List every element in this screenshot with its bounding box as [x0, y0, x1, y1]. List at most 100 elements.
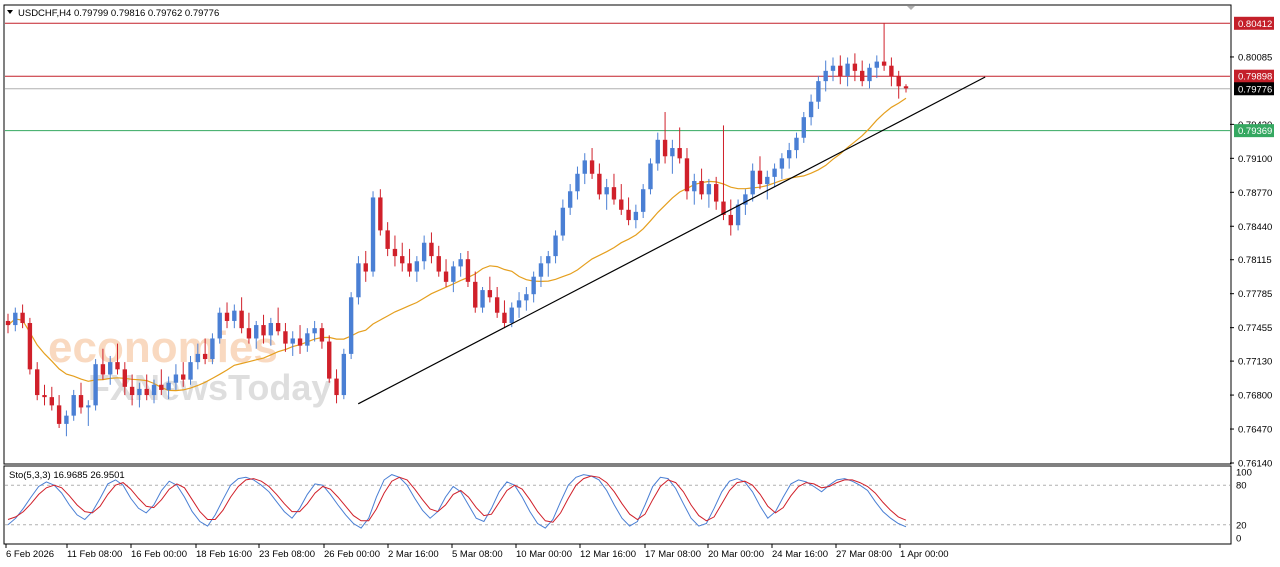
candle-body [699, 180, 704, 195]
price-tick-label: 0.76800 [1238, 391, 1272, 402]
candle-body [480, 290, 485, 308]
level-label-bg [1234, 16, 1274, 30]
stochastic-main-line [7, 474, 907, 529]
candle-body [823, 70, 828, 82]
candle-body [662, 139, 668, 157]
candle-body [78, 395, 84, 408]
candle-body [582, 160, 587, 174]
stochastic-oscillator: 100 80 20 0 [5, 468, 1252, 545]
candle-body [246, 328, 252, 339]
candle-body [830, 65, 836, 71]
candle-body [13, 312, 18, 326]
candle-body [421, 242, 427, 262]
candle-body [443, 271, 449, 282]
candle-body [217, 312, 222, 339]
candle-body [567, 191, 573, 208]
candle-body [27, 323, 33, 370]
candle-body [400, 256, 405, 264]
candle-body [188, 362, 193, 380]
candle-body [356, 263, 361, 298]
time-tick-label: 6 Feb 2026 [6, 549, 54, 560]
price-tick-label: 0.77130 [1238, 357, 1272, 368]
time-tick-label: 1 Apr 00:00 [900, 549, 949, 560]
time-tick-label: 2 Mar 16:00 [388, 549, 439, 560]
candle-body [838, 65, 843, 76]
candle-body [903, 86, 909, 89]
candle-body [538, 263, 544, 277]
candle-body [575, 173, 580, 192]
trendline[interactable] [357, 76, 986, 405]
ma-line [7, 97, 907, 392]
candle-body [254, 325, 259, 339]
candle-body [115, 362, 120, 370]
candle-body [348, 297, 354, 354]
candle-body [327, 341, 332, 379]
candle-body [553, 235, 558, 257]
price-tick-label: 0.78440 [1238, 222, 1272, 233]
candle-body [436, 256, 441, 272]
trendline-segment [357, 76, 986, 405]
candle-body [531, 276, 536, 295]
candle-body [458, 259, 463, 267]
price-tick-label: 0.76470 [1238, 425, 1272, 436]
level-label: 0.79898 [1238, 72, 1272, 83]
time-tick-label: 20 Mar 00:00 [708, 549, 764, 560]
candle-body [867, 67, 872, 82]
candle-body [860, 70, 865, 82]
candle-body [786, 150, 792, 159]
candle-body [64, 415, 69, 424]
candle-body [297, 338, 303, 346]
candle-body [49, 397, 54, 406]
candles [5, 23, 909, 437]
candle-body [283, 331, 288, 344]
moving-average [7, 97, 907, 392]
candle-body [655, 139, 660, 164]
chart-shift-marker-icon [907, 6, 915, 10]
candle-body [20, 312, 25, 324]
candle-body [108, 362, 113, 375]
stochastic-tick-label: 80 [1236, 481, 1247, 492]
candle-body [86, 405, 91, 408]
price-tick-label: 0.78115 [1238, 255, 1272, 266]
candle-body [137, 388, 142, 396]
candle-body [801, 117, 806, 138]
candle-body [173, 374, 179, 383]
time-axis: 6 Feb 2026 11 Feb 08:00 16 Feb 00:00 18 Feb… [5, 544, 949, 560]
candle-body [516, 300, 522, 308]
candle-body [210, 338, 215, 360]
candle-body [772, 168, 777, 177]
time-tick-label: 5 Mar 08:00 [452, 549, 503, 560]
candle-body [597, 173, 602, 195]
candle-body [896, 75, 901, 87]
candle-body [42, 395, 47, 398]
time-tick-label: 27 Mar 08:00 [836, 549, 892, 560]
candle-body [779, 158, 785, 169]
candle-body [765, 176, 770, 185]
candle-body [224, 312, 230, 321]
candle-body [524, 294, 529, 301]
stochastic-frame [3, 465, 1232, 545]
time-tick-label: 24 Mar 16:00 [772, 549, 828, 560]
symbol-header: USDCHF,H4 0.79799 0.79816 0.79762 0.7977… [18, 8, 219, 19]
price-axis: 0.800850.794300.791000.787700.784400.781… [1230, 52, 1272, 470]
time-tick-label: 18 Feb 16:00 [196, 549, 252, 560]
candle-body [392, 248, 398, 257]
time-tick-label: 12 Mar 16:00 [580, 549, 636, 560]
candle-body [494, 297, 500, 313]
level-label: 0.79776 [1238, 84, 1272, 95]
candle-body [407, 263, 412, 272]
candle-body [100, 364, 106, 375]
candle-body [363, 263, 368, 272]
time-tick-label: 16 Feb 00:00 [131, 549, 187, 560]
candle-body [385, 230, 390, 249]
candle-body [181, 374, 186, 380]
candle-body [370, 197, 376, 272]
candle-body [750, 170, 755, 195]
candle-body [502, 312, 507, 324]
candle-body [757, 170, 763, 185]
header-collapse-icon[interactable] [7, 10, 13, 14]
candle-body [305, 333, 310, 346]
price-tick-label: 0.77785 [1238, 289, 1272, 300]
